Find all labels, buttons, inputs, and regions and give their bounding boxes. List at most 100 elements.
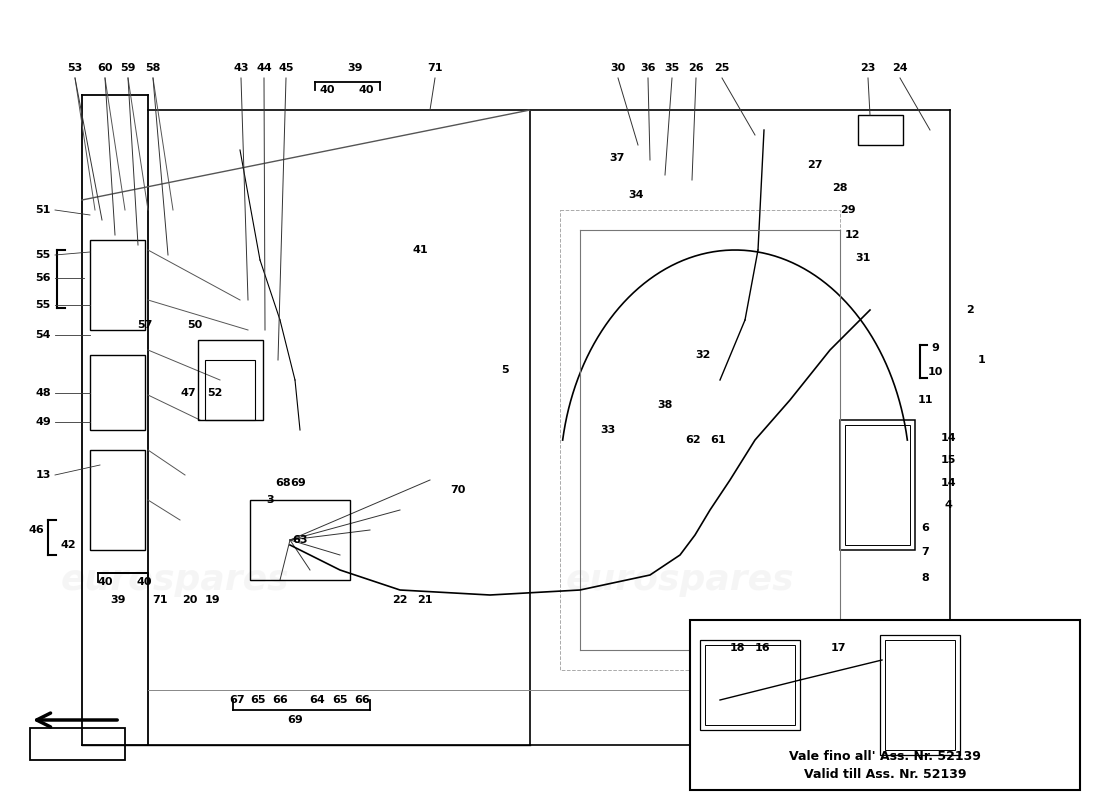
Text: 10: 10 xyxy=(927,367,943,377)
Text: 5: 5 xyxy=(502,365,509,375)
Text: Valid till Ass. Nr. 52139: Valid till Ass. Nr. 52139 xyxy=(804,768,966,781)
Text: 28: 28 xyxy=(833,183,848,193)
Text: 71: 71 xyxy=(427,63,442,73)
Text: 55: 55 xyxy=(35,250,51,260)
Text: 63: 63 xyxy=(293,535,308,545)
Bar xyxy=(250,500,350,580)
Text: 66: 66 xyxy=(272,695,288,705)
Text: 13: 13 xyxy=(35,470,51,480)
Bar xyxy=(700,640,800,730)
Bar xyxy=(90,450,145,550)
Bar xyxy=(690,620,1080,790)
Text: 67: 67 xyxy=(229,695,245,705)
Text: 6: 6 xyxy=(921,523,928,533)
Text: 11: 11 xyxy=(917,395,933,405)
Text: 21: 21 xyxy=(417,595,432,605)
Bar xyxy=(560,210,840,670)
Text: 61: 61 xyxy=(711,435,726,445)
Text: eurospares: eurospares xyxy=(565,563,794,597)
Text: 64: 64 xyxy=(309,695,324,705)
Text: 4: 4 xyxy=(944,500,952,510)
Text: 37: 37 xyxy=(609,153,625,163)
Text: 19: 19 xyxy=(206,595,221,605)
Text: 9: 9 xyxy=(931,343,939,353)
Text: 66: 66 xyxy=(354,695,370,705)
Text: 48: 48 xyxy=(35,388,51,398)
Text: 42: 42 xyxy=(60,540,76,550)
Text: 57: 57 xyxy=(138,320,153,330)
Bar xyxy=(705,645,795,725)
Text: eurospares: eurospares xyxy=(60,563,289,597)
Text: 15: 15 xyxy=(940,455,956,465)
Bar xyxy=(30,728,125,760)
Text: 65: 65 xyxy=(332,695,348,705)
Text: 25: 25 xyxy=(714,63,729,73)
Text: 56: 56 xyxy=(35,273,51,283)
Text: 38: 38 xyxy=(658,400,673,410)
Bar xyxy=(858,115,903,145)
Text: 14: 14 xyxy=(940,433,956,443)
Text: 3: 3 xyxy=(266,495,274,505)
Text: 39: 39 xyxy=(110,595,125,605)
Bar xyxy=(205,360,255,420)
Text: 22: 22 xyxy=(393,595,408,605)
Text: 16: 16 xyxy=(755,643,770,653)
Text: 12: 12 xyxy=(845,230,860,240)
Text: 69: 69 xyxy=(290,478,306,488)
Text: 51: 51 xyxy=(35,205,51,215)
Text: 59: 59 xyxy=(120,63,135,73)
Bar xyxy=(90,240,145,330)
Text: 53: 53 xyxy=(67,63,82,73)
Text: 58: 58 xyxy=(145,63,161,73)
Text: 17: 17 xyxy=(830,643,846,653)
Text: 20: 20 xyxy=(183,595,198,605)
Text: 23: 23 xyxy=(860,63,876,73)
Text: 52: 52 xyxy=(207,388,222,398)
Text: 45: 45 xyxy=(278,63,294,73)
Text: 35: 35 xyxy=(664,63,680,73)
Text: 40: 40 xyxy=(319,85,334,95)
Text: Vale fino all' Ass. Nr. 52139: Vale fino all' Ass. Nr. 52139 xyxy=(789,750,981,763)
Text: 62: 62 xyxy=(685,435,701,445)
Bar xyxy=(880,635,960,755)
Text: 69: 69 xyxy=(287,715,303,725)
Text: 30: 30 xyxy=(610,63,626,73)
Text: 41: 41 xyxy=(412,245,428,255)
Text: 18: 18 xyxy=(729,643,745,653)
Text: 34: 34 xyxy=(628,190,643,200)
Text: 40: 40 xyxy=(359,85,374,95)
Text: 39: 39 xyxy=(348,63,363,73)
Text: 36: 36 xyxy=(640,63,656,73)
Text: 49: 49 xyxy=(35,417,51,427)
Bar xyxy=(840,420,915,550)
Text: 32: 32 xyxy=(695,350,711,360)
Text: 14: 14 xyxy=(940,478,956,488)
Text: 40: 40 xyxy=(136,577,152,587)
Text: 8: 8 xyxy=(921,573,928,583)
Text: 65: 65 xyxy=(251,695,266,705)
Text: 70: 70 xyxy=(450,485,465,495)
Text: 26: 26 xyxy=(689,63,704,73)
Text: 50: 50 xyxy=(187,320,202,330)
Text: 55: 55 xyxy=(35,300,51,310)
Text: 40: 40 xyxy=(97,577,112,587)
Text: 71: 71 xyxy=(152,595,167,605)
Bar xyxy=(845,425,910,545)
Text: 68: 68 xyxy=(275,478,290,488)
Text: 1: 1 xyxy=(978,355,986,365)
Text: 7: 7 xyxy=(921,547,928,557)
Bar xyxy=(198,340,263,420)
Bar xyxy=(90,355,145,430)
Text: 44: 44 xyxy=(256,63,272,73)
Bar xyxy=(886,640,955,750)
Text: 47: 47 xyxy=(180,388,196,398)
Text: 54: 54 xyxy=(35,330,51,340)
Text: 46: 46 xyxy=(29,525,44,535)
Text: 43: 43 xyxy=(233,63,249,73)
Text: 60: 60 xyxy=(97,63,112,73)
Text: 29: 29 xyxy=(840,205,856,215)
Text: 24: 24 xyxy=(892,63,907,73)
Text: 33: 33 xyxy=(601,425,616,435)
Text: 27: 27 xyxy=(807,160,823,170)
Text: 2: 2 xyxy=(966,305,974,315)
